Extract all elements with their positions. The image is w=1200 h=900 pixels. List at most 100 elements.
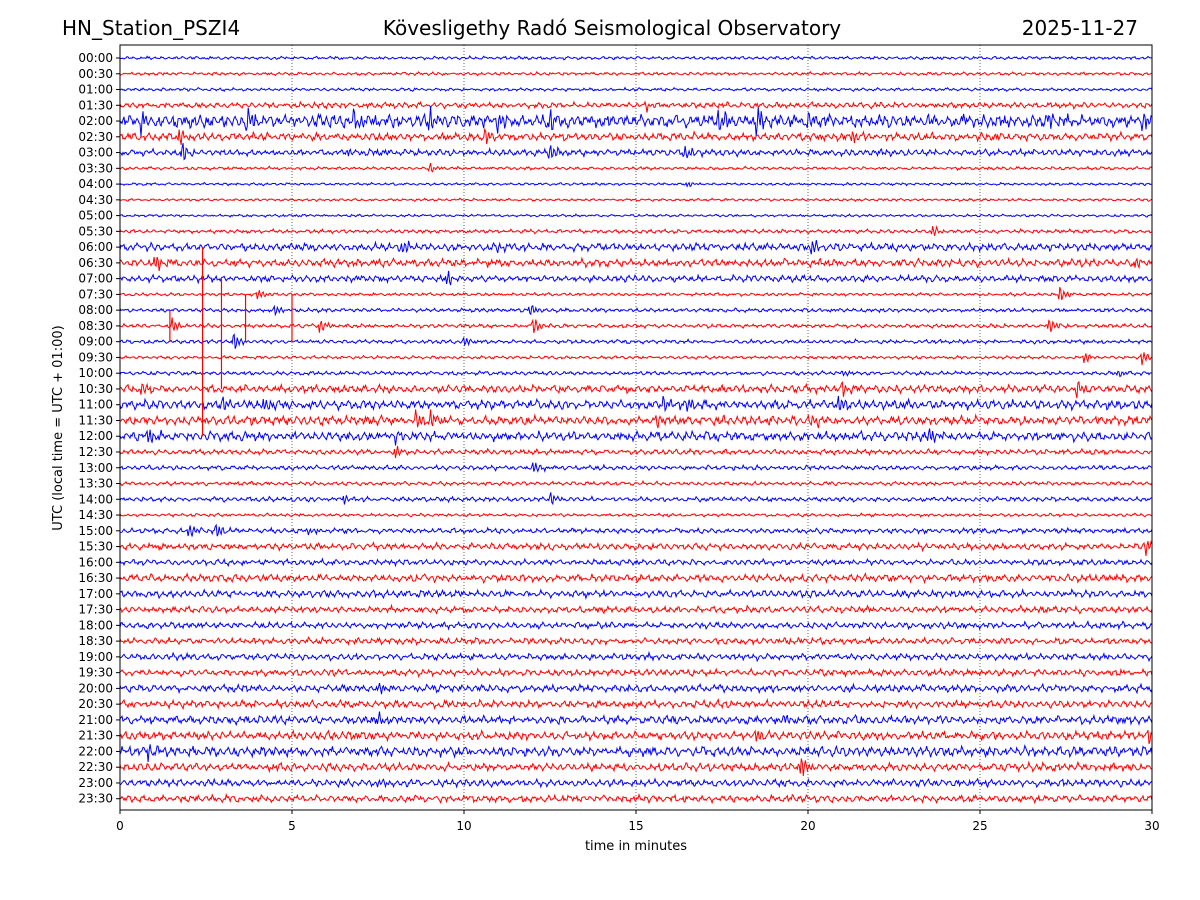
trace-07:00 (119, 270, 1153, 286)
y-axis-label: UTC (local time = UTC + 01:00) (51, 325, 66, 530)
y-tick-label: 15:00 (78, 524, 113, 538)
y-tick-label: 04:30 (78, 193, 113, 207)
trace-21:00 (119, 711, 1153, 727)
trace-20:00 (119, 682, 1153, 695)
y-tick-label: 21:30 (78, 729, 113, 743)
trace-21:30 (119, 728, 1153, 744)
x-tick-labels: 0 5 10 15 20 25 30 (116, 810, 1160, 833)
y-tick-label: 01:00 (78, 83, 113, 97)
trace-13:00 (119, 462, 1153, 473)
trace-11:30 (119, 409, 1153, 429)
trace-14:00 (119, 492, 1153, 506)
x-tick-label: 25 (972, 819, 987, 833)
y-tick-label: 16:00 (78, 555, 113, 569)
y-tick-label: 03:00 (78, 146, 113, 160)
y-tick-label: 15:30 (78, 540, 113, 554)
y-tick-label: 13:00 (78, 461, 113, 475)
trace-18:00 (119, 619, 1153, 631)
y-tick-label: 10:00 (78, 366, 113, 380)
trace-06:30 (119, 256, 1153, 272)
trace-12:00 (119, 428, 1153, 446)
y-tick-label: 17:00 (78, 587, 113, 601)
trace-23:00 (119, 777, 1153, 789)
trace-23:30 (119, 792, 1153, 805)
x-tick-label: 15 (628, 819, 643, 833)
y-tick-label: 09:00 (78, 335, 113, 349)
y-tick-label: 12:00 (78, 429, 113, 443)
y-tick-label: 11:30 (78, 413, 113, 427)
trace-09:30 (119, 352, 1153, 366)
y-tick-label: 20:30 (78, 697, 113, 711)
trace-15:30 (119, 540, 1153, 557)
trace-22:00 (119, 744, 1153, 762)
trace-02:00 (119, 105, 1153, 137)
y-tick-label: 19:00 (78, 650, 113, 664)
x-axis-label: time in minutes (585, 839, 687, 854)
y-tick-label: 03:30 (78, 161, 113, 175)
trace-05:00 (119, 213, 1153, 218)
trace-04:00 (119, 181, 1153, 188)
trace-20:30 (119, 697, 1153, 711)
y-tick-label: 05:00 (78, 209, 113, 223)
trace-02:30 (119, 127, 1153, 145)
trace-10:30 (119, 380, 1153, 399)
y-tick-label: 20:00 (78, 681, 113, 695)
y-tick-label: 23:30 (78, 792, 113, 806)
y-tick-label: 13:30 (78, 477, 113, 491)
y-tick-label: 00:00 (78, 51, 113, 65)
trace-17:30 (119, 603, 1153, 615)
x-tick-label: 20 (800, 819, 815, 833)
station-title: HN_Station_PSZI4 (62, 16, 240, 40)
x-tick-label: 10 (456, 819, 471, 833)
y-tick-label: 10:30 (78, 382, 113, 396)
y-tick-label: 18:30 (78, 634, 113, 648)
y-tick-label: 06:00 (78, 240, 113, 254)
y-tick-label: 14:00 (78, 492, 113, 506)
trace-14:30 (119, 512, 1153, 518)
y-tick-label: 06:30 (78, 256, 113, 270)
spike-lines (169, 247, 293, 437)
y-tick-label: 08:30 (78, 319, 113, 333)
trace-19:30 (119, 667, 1153, 678)
y-tick-label: 00:30 (78, 67, 113, 81)
trace-06:00 (119, 240, 1153, 255)
y-tick-label: 19:30 (78, 666, 113, 680)
trace-18:30 (119, 635, 1153, 647)
y-tick-label: 22:30 (78, 760, 113, 774)
y-tick-label: 09:30 (78, 350, 113, 364)
y-tick-label: 11:00 (78, 398, 113, 412)
date-title: 2025-11-27 (1022, 16, 1138, 40)
y-tick-label: 08:00 (78, 303, 113, 317)
trace-16:30 (119, 571, 1153, 585)
trace-05:30 (119, 225, 1153, 236)
y-tick-label: 22:00 (78, 744, 113, 758)
y-tick-label: 21:00 (78, 713, 113, 727)
y-tick-label: 05:30 (78, 224, 113, 238)
trace-lines (119, 55, 1153, 805)
trace-12:30 (119, 445, 1153, 459)
trace-16:00 (119, 557, 1153, 568)
observatory-title: Kövesligethy Radó Seismological Observat… (383, 16, 841, 40)
x-tick-label: 0 (116, 819, 124, 833)
trace-11:00 (119, 395, 1153, 413)
trace-15:00 (120, 523, 1153, 537)
trace-00:30 (119, 70, 1153, 77)
y-tick-label: 04:00 (78, 177, 113, 191)
trace-10:00 (119, 369, 1152, 378)
trace-17:00 (119, 587, 1153, 600)
x-tick-label: 5 (288, 819, 296, 833)
y-tick-label: 16:30 (78, 571, 113, 585)
trace-03:30 (119, 162, 1153, 173)
trace-19:00 (119, 650, 1153, 663)
y-tick-label: 07:30 (78, 287, 113, 301)
trace-01:00 (119, 86, 1153, 93)
x-tick-label: 30 (1144, 819, 1159, 833)
trace-01:30 (119, 100, 1153, 113)
y-tick-label: 01:30 (78, 98, 113, 112)
y-tick-label: 23:00 (78, 776, 113, 790)
trace-13:30 (119, 479, 1153, 487)
y-tick-label: 07:00 (78, 272, 113, 286)
y-tick-label: 14:30 (78, 508, 113, 522)
